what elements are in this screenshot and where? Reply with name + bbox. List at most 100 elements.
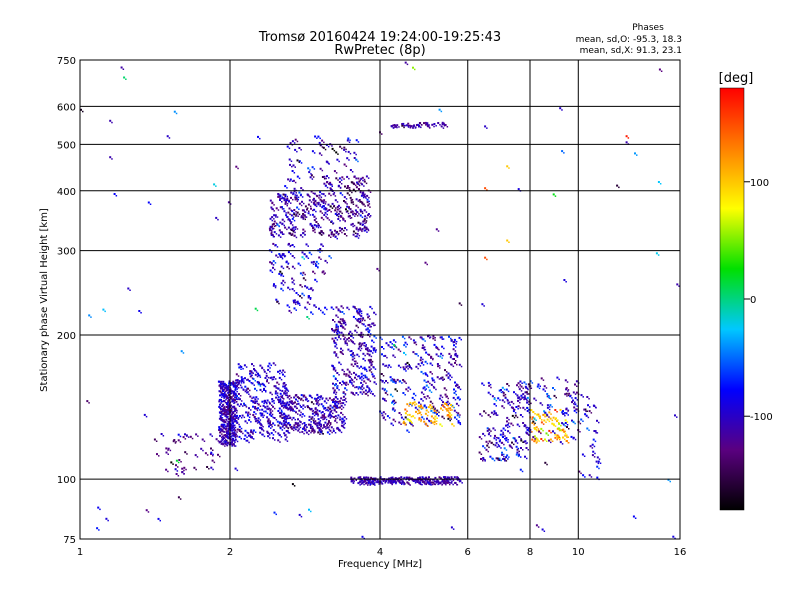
data-point	[659, 183, 662, 185]
data-point	[160, 433, 163, 435]
data-point	[308, 407, 311, 409]
data-point	[519, 407, 522, 409]
data-point	[356, 353, 359, 356]
data-point	[357, 375, 360, 378]
data-point	[576, 385, 578, 387]
data-point	[452, 406, 454, 408]
data-point	[345, 381, 348, 384]
data-point	[232, 418, 235, 420]
data-point	[429, 362, 432, 365]
data-point	[284, 418, 286, 421]
data-point	[332, 400, 335, 403]
data-point	[354, 215, 356, 217]
data-point	[504, 438, 506, 440]
data-point	[308, 415, 311, 418]
data-point	[539, 417, 541, 420]
data-point	[431, 481, 434, 484]
data-point	[456, 414, 459, 417]
data-point	[296, 150, 298, 153]
data-point	[432, 358, 434, 361]
data-point	[551, 440, 554, 442]
data-point	[227, 422, 230, 425]
data-point	[372, 347, 375, 350]
data-point	[384, 388, 386, 391]
data-point	[392, 424, 394, 427]
data-point	[456, 355, 458, 358]
data-point	[250, 370, 253, 373]
data-point	[337, 153, 339, 155]
data-point	[185, 468, 187, 471]
data-point	[384, 399, 386, 402]
data-point	[279, 399, 282, 402]
data-point	[343, 196, 346, 199]
data-point	[280, 378, 283, 381]
data-point	[360, 375, 363, 378]
data-point	[408, 419, 411, 421]
data-point	[310, 190, 313, 193]
data-point	[288, 201, 290, 203]
data-point	[446, 400, 449, 403]
data-point	[306, 316, 309, 318]
data-point	[421, 361, 424, 363]
data-point	[307, 433, 310, 436]
data-point	[341, 352, 344, 355]
data-point	[358, 355, 360, 358]
data-point	[314, 229, 316, 231]
data-point	[272, 284, 275, 287]
data-point	[556, 420, 558, 423]
data-point	[362, 481, 365, 484]
data-point	[282, 289, 284, 292]
data-point	[277, 424, 280, 427]
data-point	[559, 441, 562, 444]
data-point	[288, 432, 291, 434]
data-point	[394, 126, 396, 128]
data-point	[409, 421, 412, 424]
data-point	[559, 429, 562, 431]
data-point	[332, 382, 334, 385]
data-point	[293, 424, 296, 427]
data-point	[368, 329, 371, 331]
data-point	[246, 379, 248, 381]
data-point	[269, 261, 272, 264]
data-point	[453, 338, 456, 341]
data-point	[364, 215, 367, 218]
data-point	[410, 367, 413, 370]
data-point	[224, 428, 227, 431]
data-point	[364, 229, 367, 232]
data-point	[389, 346, 392, 348]
data-point	[451, 480, 453, 483]
data-point	[109, 156, 112, 159]
data-point	[323, 273, 326, 275]
data-point	[424, 412, 427, 415]
data-point	[340, 397, 343, 400]
x-tick-label: 2	[227, 547, 233, 558]
data-point	[359, 214, 362, 217]
data-point	[454, 416, 456, 419]
data-point	[266, 379, 268, 381]
chart-title: Tromsø 20160424 19:24:00-19:25:43	[258, 30, 501, 45]
data-point	[444, 480, 447, 483]
data-point	[353, 354, 356, 357]
data-point	[316, 422, 319, 425]
data-point	[548, 420, 551, 423]
data-point	[361, 201, 364, 204]
data-point	[359, 321, 362, 323]
data-point	[441, 425, 443, 427]
data-point	[388, 480, 390, 482]
data-point	[567, 414, 569, 416]
data-point	[362, 196, 365, 199]
data-point	[405, 370, 407, 372]
data-point	[224, 442, 227, 445]
data-point	[289, 426, 292, 429]
data-point	[222, 380, 225, 383]
data-point	[420, 414, 423, 416]
data-point	[515, 439, 518, 441]
data-point	[285, 419, 287, 421]
data-point	[406, 410, 408, 412]
data-point	[249, 395, 252, 398]
data-point	[298, 160, 301, 163]
data-point	[330, 415, 333, 417]
data-point	[586, 427, 589, 430]
data-point	[436, 409, 439, 412]
data-point	[284, 375, 286, 378]
